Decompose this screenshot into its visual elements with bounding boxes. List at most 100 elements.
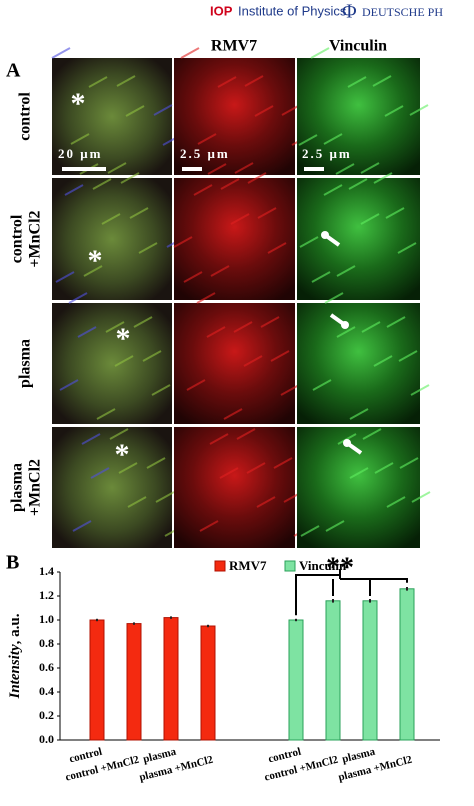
significance-label: ** [326,552,354,583]
bar [89,619,105,741]
legend-swatch [284,560,296,572]
fiber [411,491,431,503]
fiber [256,496,276,508]
publisher: Institute of Physics [238,3,347,18]
fiber [223,408,243,420]
row-label: control [9,214,26,263]
fiber [219,467,239,479]
y-axis-label-unit: , a.u. [7,613,23,644]
x-tick-label: control [267,746,302,766]
fiber [206,326,226,338]
fiber [207,163,227,175]
bar [288,619,304,741]
y-tick-label: 1.4 [39,564,54,578]
fiber [186,379,206,391]
scale-bar-label: 2.5 μm [302,146,352,161]
fiber [109,428,129,440]
fiber [361,321,381,333]
fiber [280,384,300,396]
column-header: RMV7 [211,38,257,55]
fiber [105,321,125,333]
fiber [197,133,217,145]
micrograph [52,303,172,424]
fiber [180,47,200,59]
fiber [384,105,404,117]
cell-marker: * [116,322,131,355]
fiber [129,207,149,219]
bar [399,588,415,741]
fiber [88,76,108,88]
fiber [118,462,138,474]
fiber [360,162,380,174]
micrograph [174,427,295,548]
arrow-head [341,321,349,329]
fiber [323,184,343,196]
arrow-head [321,231,329,239]
fiber [348,178,368,190]
y-tick-label: 1.2 [39,588,54,602]
y-tick-label: 1.0 [39,612,54,626]
scale-bar-label: 20 μm [58,146,102,161]
fiber [298,134,318,146]
x-tick-label: control [68,746,103,766]
fiber [335,163,355,175]
y-tick-label: 0.4 [39,684,54,698]
fiber [410,384,430,396]
fiber [323,133,343,145]
fiber [246,462,266,474]
fiber [183,271,203,283]
fiber [247,172,267,184]
micrograph [52,58,172,175]
fiber [299,236,319,248]
fiber [300,525,320,537]
fiber [114,355,134,367]
fiber [101,213,121,225]
fiber [220,178,240,190]
cell-marker: * [88,244,103,277]
fiber [325,520,345,532]
bar [126,623,142,741]
fiber [234,162,254,174]
fiber [399,457,419,469]
fiber [72,520,92,532]
fiber [127,496,147,508]
significance-bracket [295,569,408,616]
micrograph [52,427,172,548]
y-axis-label-main: Intensity [7,644,23,700]
fiber [336,265,356,277]
micrograph [174,303,295,424]
bar [200,625,216,741]
fiber [311,271,331,283]
fiber [230,213,250,225]
legend-label: Vinculin [299,558,347,573]
micrograph [52,178,172,300]
partner: DEUTSCHE PH [362,5,443,19]
fiber [349,408,369,420]
fiber [90,467,110,479]
panel-label: A [6,60,21,82]
cell-marker: * [115,438,130,471]
fiber [336,326,356,338]
legend-swatch [214,560,226,572]
micrograph [297,303,420,424]
bar [325,600,341,741]
y-tick-label: 0.6 [39,660,54,674]
fiber [310,47,330,59]
fiber [51,47,71,59]
fiber [92,178,112,190]
cell-marker: * [71,87,86,120]
fiber [233,321,253,333]
bar [362,600,378,741]
fiber [173,236,193,248]
fiber [120,172,140,184]
fiber [257,207,277,219]
fiber [374,462,394,474]
row-label: control [17,92,34,141]
micrograph [297,427,420,548]
fiber [312,379,332,391]
fiber [59,379,79,391]
fiber [196,292,216,304]
row-label: plasma [9,463,26,512]
fiber [142,350,162,362]
